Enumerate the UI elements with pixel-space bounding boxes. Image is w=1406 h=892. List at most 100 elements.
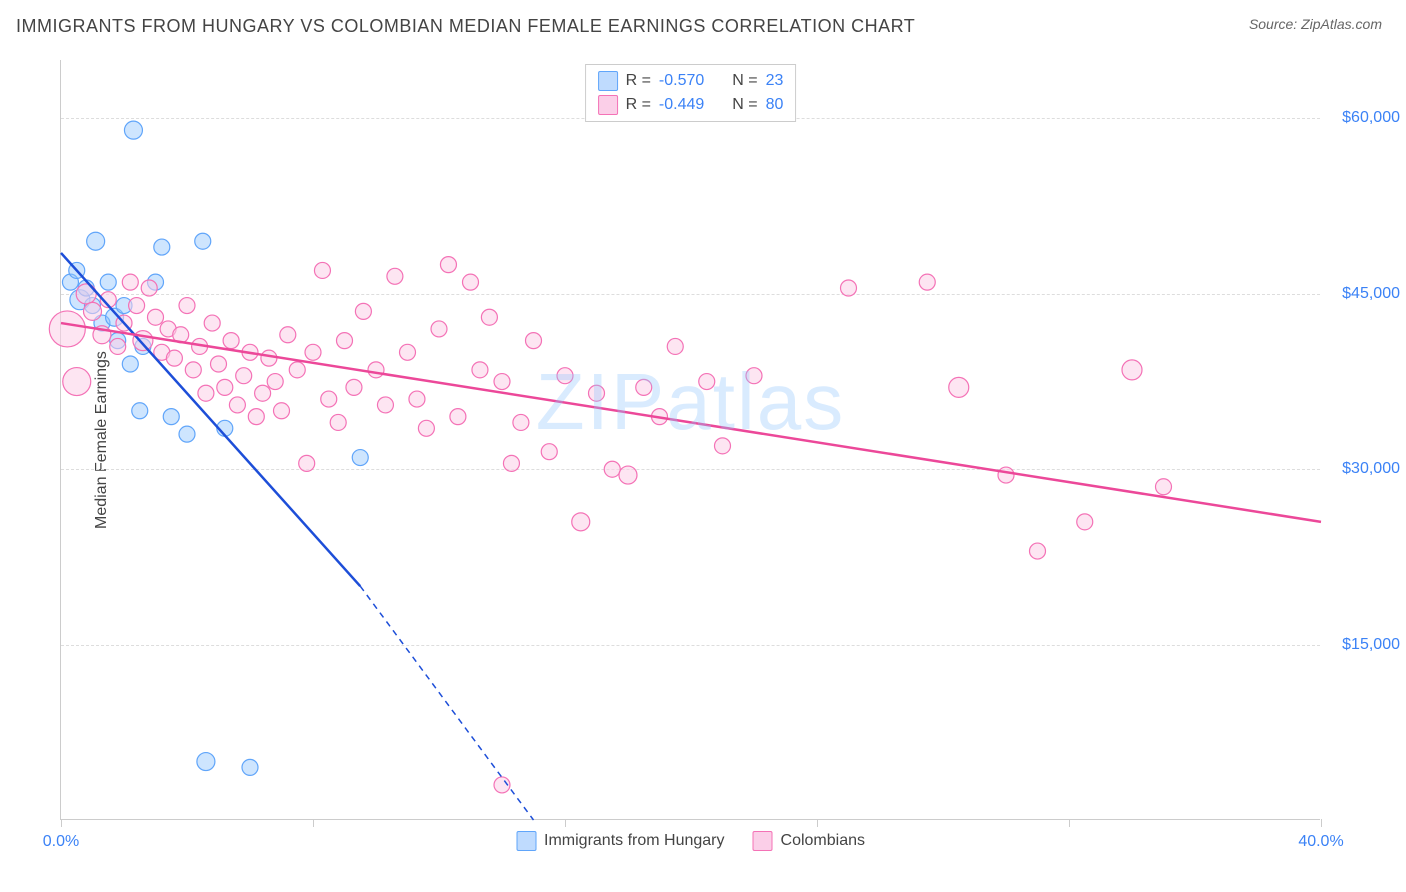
data-point — [305, 344, 321, 360]
data-point — [481, 309, 497, 325]
data-point — [236, 368, 252, 384]
data-point — [494, 374, 510, 390]
x-tick-label: 40.0% — [1298, 833, 1343, 851]
data-point — [267, 374, 283, 390]
data-point — [355, 303, 371, 319]
chart-plot-area: Median Female Earnings $15,000$30,000$45… — [60, 60, 1320, 820]
data-point — [526, 333, 542, 349]
data-point — [110, 338, 126, 354]
data-point — [133, 331, 153, 351]
data-point — [204, 315, 220, 331]
data-point — [1077, 514, 1093, 530]
y-tick-label: $15,000 — [1330, 636, 1400, 654]
data-point — [289, 362, 305, 378]
series-legend: Immigrants from Hungary Colombians — [516, 831, 865, 851]
data-point — [132, 403, 148, 419]
data-point — [949, 377, 969, 397]
data-point — [667, 338, 683, 354]
data-point — [195, 233, 211, 249]
data-point — [129, 298, 145, 314]
data-point — [503, 455, 519, 471]
data-point — [337, 333, 353, 349]
stats-legend-row: R = -0.570N = 23 — [598, 69, 784, 93]
scatter-plot-svg — [61, 60, 1320, 819]
data-point — [63, 368, 91, 396]
data-point — [450, 409, 466, 425]
data-point — [541, 444, 557, 460]
data-point — [163, 409, 179, 425]
data-point — [440, 257, 456, 273]
legend-label: Colombians — [781, 832, 865, 850]
data-point — [841, 280, 857, 296]
x-tick-label: 0.0% — [43, 833, 79, 851]
data-point — [179, 426, 195, 442]
legend-swatch — [598, 95, 618, 115]
data-point — [463, 274, 479, 290]
data-point — [122, 356, 138, 372]
data-point — [248, 409, 264, 425]
data-point — [409, 391, 425, 407]
data-point — [619, 466, 637, 484]
data-point — [1122, 360, 1142, 380]
data-point — [715, 438, 731, 454]
data-point — [557, 368, 573, 384]
stats-legend-row: R = -0.449N = 80 — [598, 93, 784, 117]
data-point — [589, 385, 605, 401]
data-point — [49, 311, 85, 347]
data-point — [299, 455, 315, 471]
data-point — [604, 461, 620, 477]
legend-label: Immigrants from Hungary — [544, 832, 725, 850]
chart-title: IMMIGRANTS FROM HUNGARY VS COLOMBIAN MED… — [16, 16, 915, 37]
stats-legend-box: R = -0.570N = 23R = -0.449N = 80 — [585, 64, 797, 122]
legend-swatch — [753, 831, 773, 851]
data-point — [400, 344, 416, 360]
data-point — [418, 420, 434, 436]
data-point — [377, 397, 393, 413]
data-point — [87, 232, 105, 250]
data-point — [223, 333, 239, 349]
y-tick-label: $45,000 — [1330, 285, 1400, 303]
data-point — [919, 274, 935, 290]
data-point — [572, 513, 590, 531]
data-point — [122, 274, 138, 290]
trend-line-extrapolated — [360, 586, 533, 820]
data-point — [76, 284, 96, 304]
data-point — [154, 239, 170, 255]
data-point — [261, 350, 277, 366]
data-point — [431, 321, 447, 337]
legend-item: Immigrants from Hungary — [516, 831, 725, 851]
y-tick-label: $30,000 — [1330, 460, 1400, 478]
data-point — [148, 309, 164, 325]
data-point — [211, 356, 227, 372]
data-point — [1030, 543, 1046, 559]
data-point — [472, 362, 488, 378]
legend-item: Colombians — [753, 831, 865, 851]
data-point — [321, 391, 337, 407]
data-point — [330, 414, 346, 430]
data-point — [179, 298, 195, 314]
data-point — [141, 280, 157, 296]
data-point — [746, 368, 762, 384]
data-point — [636, 379, 652, 395]
data-point — [346, 379, 362, 395]
data-point — [84, 302, 102, 320]
data-point — [368, 362, 384, 378]
data-point — [255, 385, 271, 401]
data-point — [100, 274, 116, 290]
data-point — [185, 362, 201, 378]
legend-swatch — [598, 71, 618, 91]
data-point — [699, 374, 715, 390]
data-point — [242, 759, 258, 775]
data-point — [229, 397, 245, 413]
data-point — [314, 262, 330, 278]
data-point — [513, 414, 529, 430]
data-point — [352, 450, 368, 466]
data-point — [198, 385, 214, 401]
data-point — [197, 753, 215, 771]
trend-line — [61, 253, 360, 586]
data-point — [387, 268, 403, 284]
y-tick-label: $60,000 — [1330, 109, 1400, 127]
legend-swatch — [516, 831, 536, 851]
data-point — [274, 403, 290, 419]
data-point — [217, 379, 233, 395]
